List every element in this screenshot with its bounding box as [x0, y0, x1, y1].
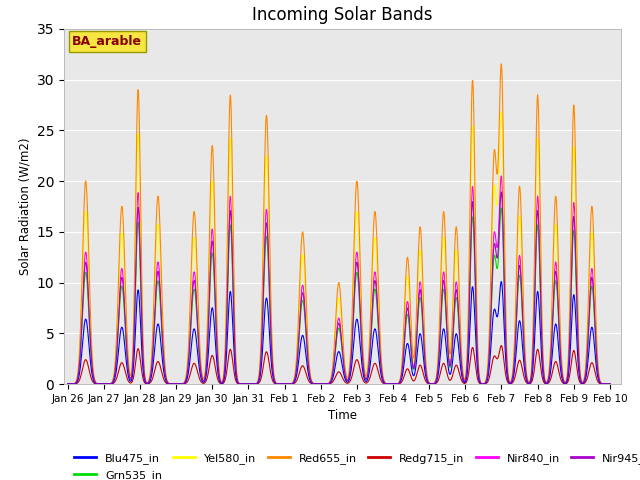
Text: BA_arable: BA_arable — [72, 35, 142, 48]
Legend: Blu475_in, Grn535_in, Yel580_in, Red655_in, Redg715_in, Nir840_in, Nir945_in: Blu475_in, Grn535_in, Yel580_in, Red655_… — [70, 449, 640, 480]
Y-axis label: Solar Radiation (W/m2): Solar Radiation (W/m2) — [18, 138, 31, 275]
X-axis label: Time: Time — [328, 409, 357, 422]
Title: Incoming Solar Bands: Incoming Solar Bands — [252, 6, 433, 24]
